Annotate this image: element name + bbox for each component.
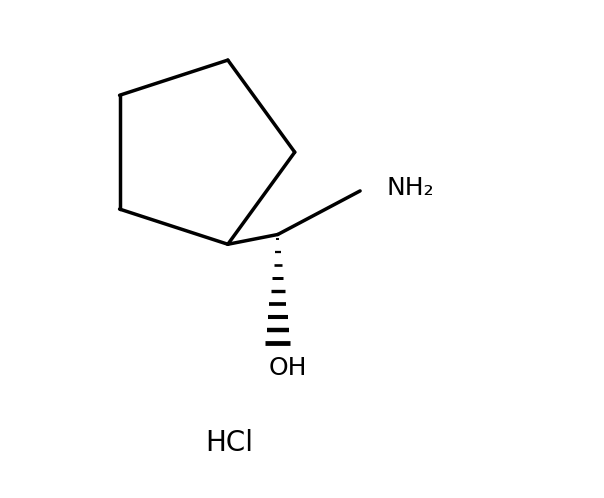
Text: OH: OH [269, 357, 307, 380]
Text: HCl: HCl [205, 429, 254, 457]
Text: NH₂: NH₂ [387, 176, 434, 201]
